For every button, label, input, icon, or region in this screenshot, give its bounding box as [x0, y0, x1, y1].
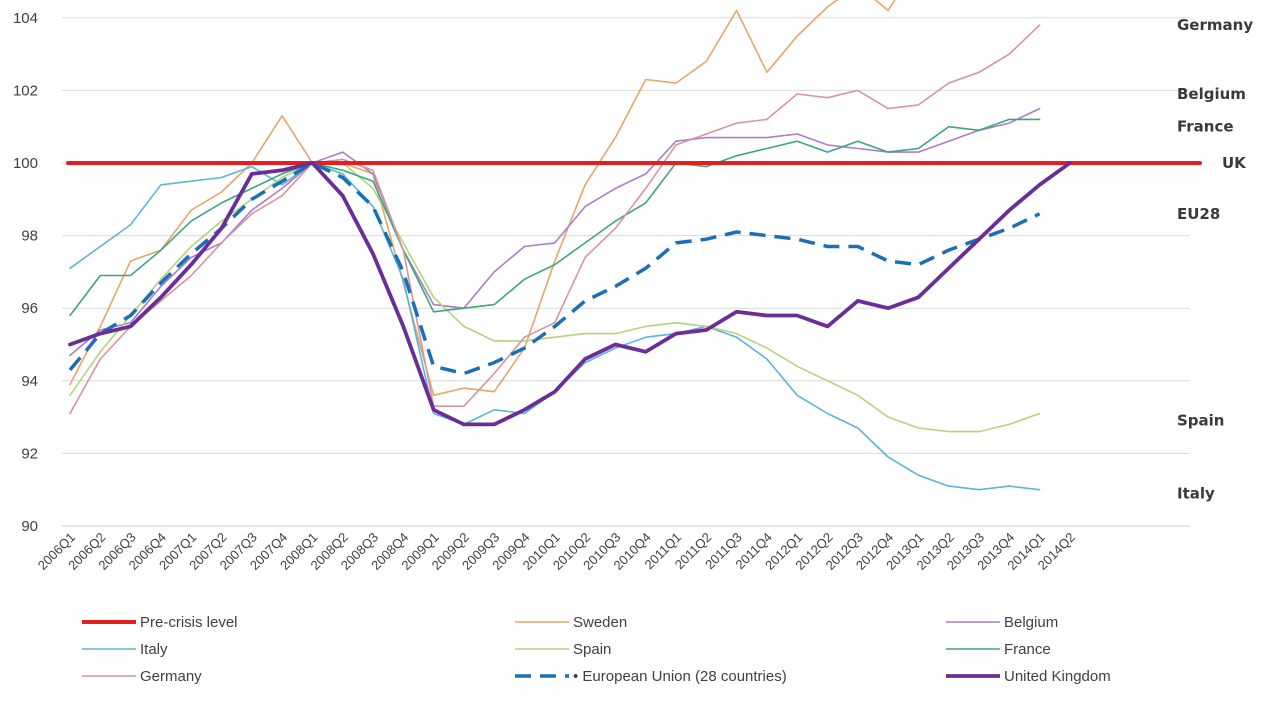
gridlines	[62, 17, 1190, 527]
y-tick-label: 94	[21, 373, 38, 390]
legend: Pre-crisis level Sweden Belgium Italy Spain F…	[82, 614, 1111, 685]
series-line-european-union-28-countries-	[68, 161, 1041, 376]
y-tick-label: 96	[21, 300, 38, 317]
legend-label: Belgium	[1004, 614, 1058, 631]
legend-label: United Kingdom	[1004, 668, 1111, 685]
legend-label: Sweden	[573, 614, 627, 631]
legend-label: • European Union (28 countries)	[573, 668, 787, 685]
end-label-france: France	[1177, 118, 1234, 136]
y-tick-label: 104	[13, 10, 38, 27]
end-label-belgium: Belgium	[1177, 85, 1246, 103]
end-labels: Germany Belgium France UK EU28 Spain Italy	[1177, 16, 1253, 502]
x-axis: 2006Q12006Q22006Q32006Q42007Q12007Q22007…	[35, 525, 1190, 573]
legend-label: Germany	[140, 668, 202, 685]
legend-label: Pre-crisis level	[140, 614, 238, 631]
legend-label: France	[1004, 641, 1051, 658]
series-line-belgium	[69, 107, 1041, 357]
end-label-eu28: EU28	[1177, 205, 1220, 223]
y-tick-label: 100	[13, 155, 38, 172]
y-tick-label: 90	[21, 518, 38, 535]
y-tick-label: 92	[21, 445, 38, 462]
series-lines	[66, 0, 1202, 491]
end-label-uk: UK	[1222, 154, 1247, 172]
legend-label: Spain	[573, 641, 611, 658]
series-line-germany	[69, 24, 1041, 415]
end-label-italy: Italy	[1177, 484, 1215, 502]
series-line-sweden	[69, 0, 896, 397]
series-line-united-kingdom	[68, 161, 1072, 427]
end-label-spain: Spain	[1177, 412, 1224, 430]
y-tick-label: 98	[21, 228, 38, 245]
end-label-germany: Germany	[1177, 16, 1253, 34]
y-axis-ticks: 90 92 94 96 98 100 102 104	[13, 10, 38, 535]
y-tick-label: 102	[13, 82, 38, 99]
series-line-france	[69, 118, 1041, 317]
legend-label: Italy	[140, 641, 168, 658]
